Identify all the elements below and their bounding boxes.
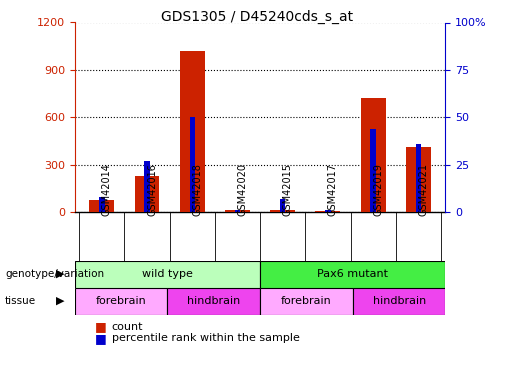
Bar	[225, 210, 250, 212]
Text: hindbrain: hindbrain	[372, 296, 426, 306]
Bar	[360, 98, 386, 212]
Bar	[260, 261, 445, 288]
Bar	[75, 288, 167, 315]
Bar	[316, 211, 340, 212]
Bar	[370, 129, 376, 212]
Text: GSM42015: GSM42015	[283, 163, 293, 216]
Bar	[190, 117, 195, 212]
Bar	[260, 288, 353, 315]
Text: Pax6 mutant: Pax6 mutant	[317, 269, 388, 279]
Bar	[75, 261, 260, 288]
Bar	[406, 147, 431, 212]
Text: ▶: ▶	[56, 296, 64, 306]
Bar	[235, 210, 240, 212]
Bar	[325, 210, 331, 212]
Bar	[180, 51, 204, 212]
Bar	[280, 199, 285, 212]
Bar	[99, 197, 105, 212]
Text: GSM42018: GSM42018	[192, 163, 202, 216]
Bar	[167, 288, 260, 315]
Text: GDS1305 / D45240cds_s_at: GDS1305 / D45240cds_s_at	[161, 9, 354, 24]
Text: GSM42014: GSM42014	[102, 163, 112, 216]
Bar	[134, 176, 160, 212]
Text: GSM42017: GSM42017	[328, 163, 338, 216]
Text: genotype/variation: genotype/variation	[5, 269, 104, 279]
Text: tissue: tissue	[5, 296, 36, 306]
Text: ■: ■	[95, 332, 107, 345]
Text: percentile rank within the sample: percentile rank within the sample	[112, 333, 300, 343]
Bar	[90, 200, 114, 212]
Text: GSM42016: GSM42016	[147, 163, 157, 216]
Text: ▶: ▶	[56, 269, 64, 279]
Text: ■: ■	[95, 321, 107, 333]
Bar	[144, 161, 150, 212]
Text: GSM42020: GSM42020	[237, 163, 248, 216]
Bar	[416, 144, 421, 212]
Text: GSM42021: GSM42021	[418, 163, 428, 216]
Text: wild type: wild type	[142, 269, 193, 279]
Text: hindbrain: hindbrain	[187, 296, 241, 306]
Text: forebrain: forebrain	[96, 296, 146, 306]
Text: count: count	[112, 322, 143, 332]
Text: GSM42019: GSM42019	[373, 163, 383, 216]
Bar	[270, 210, 295, 212]
Text: forebrain: forebrain	[281, 296, 332, 306]
Bar	[353, 288, 445, 315]
